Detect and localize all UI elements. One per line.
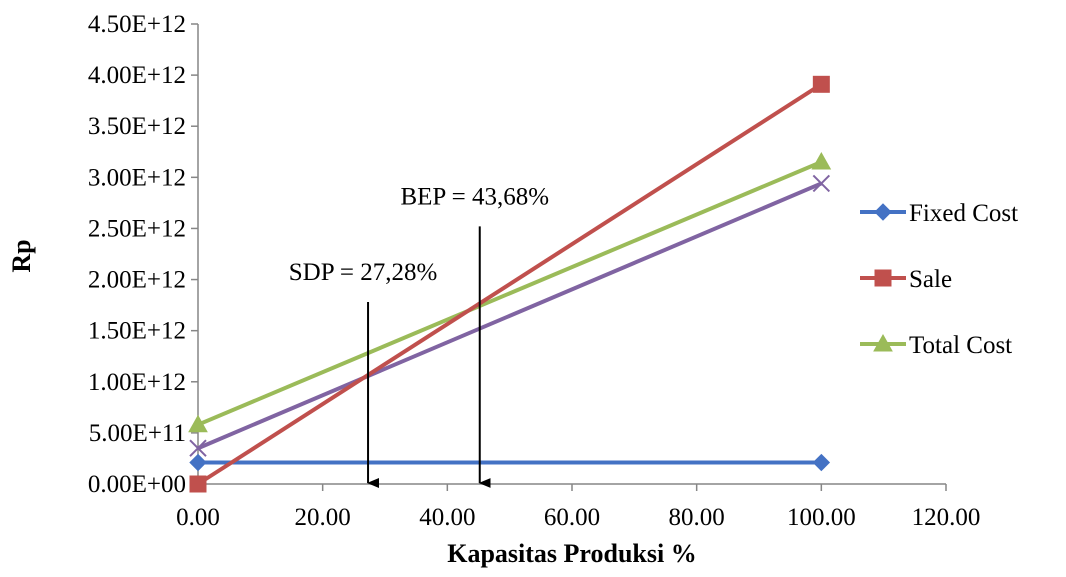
series-line — [197, 181, 823, 451]
series-line — [196, 82, 823, 486]
data-point — [189, 453, 207, 472]
y-tick-label: 3.00E+12 — [88, 164, 186, 191]
x-tick-label: 40.00 — [419, 504, 475, 531]
x-tick-label: 20.00 — [295, 504, 351, 531]
legend-label: Fixed Cost — [909, 200, 1018, 227]
x-tick-label: 100.00 — [787, 504, 856, 531]
legend: Fixed Cost Sale Total Cost — [860, 200, 1018, 359]
legend-item: Total Cost — [860, 332, 1012, 359]
y-tick-label: 3.50E+12 — [88, 113, 186, 140]
y-tick-label: 1.50E+12 — [88, 318, 186, 345]
y-tick-label: 1.00E+12 — [88, 369, 186, 396]
x-marker-stroke — [189, 439, 207, 457]
data-point — [189, 475, 207, 493]
annotation-label: BEP = 43,68% — [400, 183, 549, 210]
legend-label: Total Cost — [909, 332, 1012, 359]
legend-label: Sale — [909, 266, 952, 293]
x-tick-label: 80.00 — [669, 504, 725, 531]
series-line — [197, 160, 823, 427]
x-tick-label: 60.00 — [544, 504, 600, 531]
series-layer — [188, 75, 832, 493]
x-axis-title: Kapasitas Produksi % — [447, 539, 696, 568]
annotation-layer: SDP = 27,28% BEP = 43,68% — [289, 183, 549, 488]
legend-swatch-marker — [874, 269, 892, 287]
series-unnamed — [189, 174, 831, 457]
y-tick-label: 5.00E+11 — [89, 420, 186, 447]
x-tick-label: 0.00 — [176, 504, 220, 531]
data-point — [812, 75, 830, 93]
legend-item: Fixed Cost — [860, 200, 1018, 227]
legend-swatch-marker — [873, 333, 893, 352]
axes: 0.00E+00 5.00E+11 1.00E+12 1.50E+12 2.00E+12… — [88, 11, 981, 531]
x-marker-stroke — [812, 174, 831, 193]
data-point — [812, 453, 831, 472]
data-point — [189, 439, 207, 457]
series-sale — [189, 75, 830, 493]
y-tick-label: 4.00E+12 — [88, 62, 186, 89]
y-tick-label: 4.50E+12 — [88, 11, 186, 38]
legend-item: Sale — [860, 266, 952, 293]
series-fixed-cost — [189, 453, 831, 472]
data-point — [812, 174, 831, 193]
data-point — [188, 414, 208, 433]
legend-swatch-marker — [874, 203, 892, 221]
annotation-label: SDP = 27,28% — [289, 259, 438, 286]
y-tick-label: 0.00E+00 — [88, 471, 186, 498]
y-tick-label: 2.50E+12 — [88, 215, 186, 242]
data-point — [811, 151, 832, 170]
x-tick-label: 120.00 — [912, 504, 981, 531]
y-tick-label: 2.00E+12 — [88, 267, 186, 294]
y-axis-title: Rp — [7, 239, 36, 272]
series-total-cost — [188, 151, 832, 433]
